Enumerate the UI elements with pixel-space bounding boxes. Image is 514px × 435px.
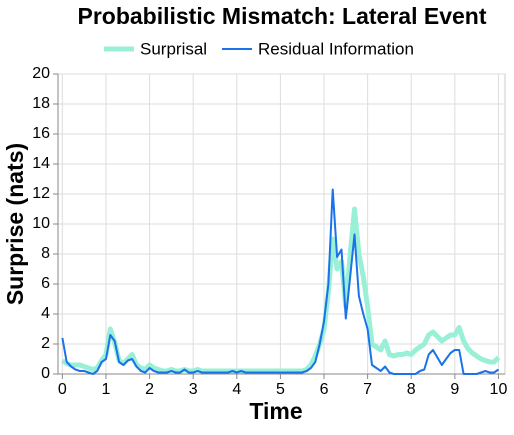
y-tick-label: 8 [41,245,50,262]
x-axis-label: Time [249,398,302,424]
x-tick-label: 2 [145,381,154,398]
y-tick-label: 0 [41,365,50,382]
x-tick-label: 0 [58,381,67,398]
x-tick-label: 4 [232,381,241,398]
y-tick-label: 2 [41,335,50,352]
x-tick-label: 7 [363,381,372,398]
x-tick-label: 8 [407,381,416,398]
chart-title: Probabilistic Mismatch: Lateral Event [77,3,486,29]
series-line [61,188,500,375]
legend-label: Residual Information [258,39,414,58]
y-tick-label: 10 [32,215,50,232]
y-tick-label: 16 [32,125,50,142]
y-tick-label: 6 [41,275,50,292]
x-tick-label: 10 [490,381,508,398]
legend-label: Surprisal [140,39,207,58]
series-line [60,206,501,374]
y-axis-label: Surprise (nats) [2,143,28,305]
y-tick-label: 4 [41,305,50,322]
y-tick-label: 12 [32,185,50,202]
x-tick-label: 1 [102,381,111,398]
x-tick-label: 9 [450,381,459,398]
y-tick-label: 20 [32,65,50,82]
x-tick-label: 5 [276,381,285,398]
x-tick-label: 3 [189,381,198,398]
y-tick-label: 14 [32,155,50,172]
x-tick-label: 6 [320,381,329,398]
y-tick-label: 18 [32,95,50,112]
